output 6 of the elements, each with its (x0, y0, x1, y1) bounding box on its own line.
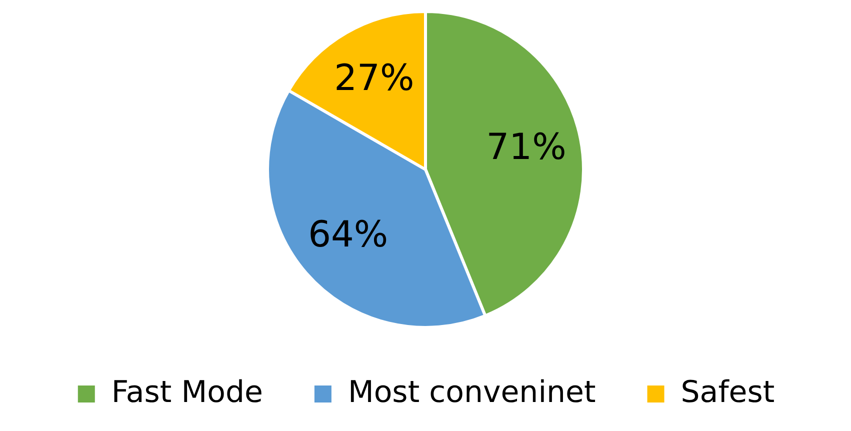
legend-label: Fast Mode (111, 374, 263, 410)
data-label: 71% (486, 127, 566, 168)
legend-label: Most conveninet (348, 374, 596, 410)
legend-label: Safest (680, 374, 775, 410)
data-label: 27% (334, 58, 414, 99)
data-label: 64% (308, 214, 388, 256)
